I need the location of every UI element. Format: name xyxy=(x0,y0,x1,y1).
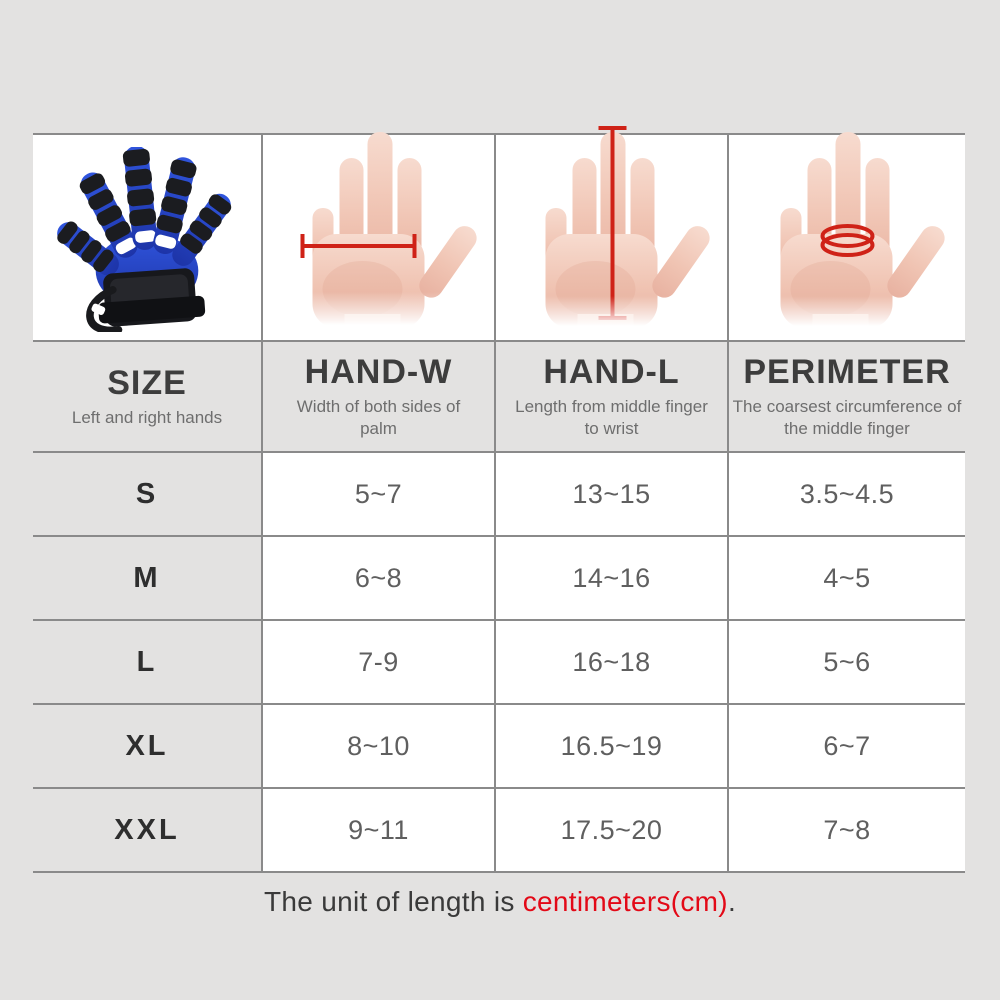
circumference-ring xyxy=(820,224,875,257)
table-cell-perimeter: 7~8 xyxy=(727,787,965,871)
column-header-size: SIZE Left and right hands xyxy=(33,340,261,451)
column-title: HAND-W xyxy=(304,352,453,391)
size-label: XXL xyxy=(33,787,261,871)
column-header-hand-w: HAND-W Width of both sides of palm xyxy=(261,340,494,451)
table-cell-hand-w: 8~10 xyxy=(261,703,494,787)
table-cell-perimeter: 5~6 xyxy=(727,619,965,703)
column-title: HAND-L xyxy=(543,352,680,391)
column-subtitle: Width of both sides of palm xyxy=(296,396,461,438)
size-label: M xyxy=(33,535,261,619)
size-table: SIZE Left and right hands HAND-W Width o… xyxy=(33,126,965,873)
table-cell-hand-w: 5~7 xyxy=(261,451,494,535)
size-label: L xyxy=(33,619,261,703)
column-header-perimeter: PERIMETER The coarsest circumference of … xyxy=(727,340,965,451)
table-cell-hand-l: 16~18 xyxy=(494,619,727,703)
table-cell-hand-l: 17.5~20 xyxy=(494,787,727,871)
unit-caption-suffix: . xyxy=(727,886,737,917)
table-cell-hand-w: 6~8 xyxy=(261,535,494,619)
column-subtitle: Left and right hands xyxy=(71,407,223,427)
table-cell-perimeter: 6~7 xyxy=(727,703,965,787)
unit-caption-prefix: The unit of length is xyxy=(263,886,523,917)
column-subtitle: The coarsest circumference of the middle… xyxy=(732,396,962,438)
unit-caption-highlight: centimeters(cm) xyxy=(522,886,728,917)
table-cell-hand-l: 13~15 xyxy=(494,451,727,535)
hand-width-photo-cell xyxy=(261,132,494,340)
size-label: XL xyxy=(33,703,261,787)
table-cell-perimeter: 3.5~4.5 xyxy=(727,451,965,535)
hand-width-photo xyxy=(282,132,482,336)
glove-photo xyxy=(57,147,232,332)
table-cell-hand-l: 14~16 xyxy=(494,535,727,619)
width-measure-line xyxy=(300,234,416,258)
hand-length-photo xyxy=(515,126,715,336)
table-cell-hand-w: 9~11 xyxy=(261,787,494,871)
table-cell-perimeter: 4~5 xyxy=(727,535,965,619)
column-title: PERIMETER xyxy=(743,352,951,391)
column-header-hand-l: HAND-L Length from middle finger to wris… xyxy=(494,340,727,451)
column-subtitle: Length from middle finger to wrist xyxy=(515,396,708,438)
finger-perimeter-photo xyxy=(750,132,951,336)
column-title: SIZE xyxy=(107,363,187,402)
size-label: S xyxy=(33,451,261,535)
glove-photo-cell xyxy=(33,133,261,340)
table-cell-hand-l: 16.5~19 xyxy=(494,703,727,787)
finger-perimeter-photo-cell xyxy=(727,132,965,340)
table-cell-hand-w: 7-9 xyxy=(261,619,494,703)
hand-length-photo-cell xyxy=(494,126,727,340)
unit-caption: The unit of length is centimeters(cm). xyxy=(0,886,1000,918)
